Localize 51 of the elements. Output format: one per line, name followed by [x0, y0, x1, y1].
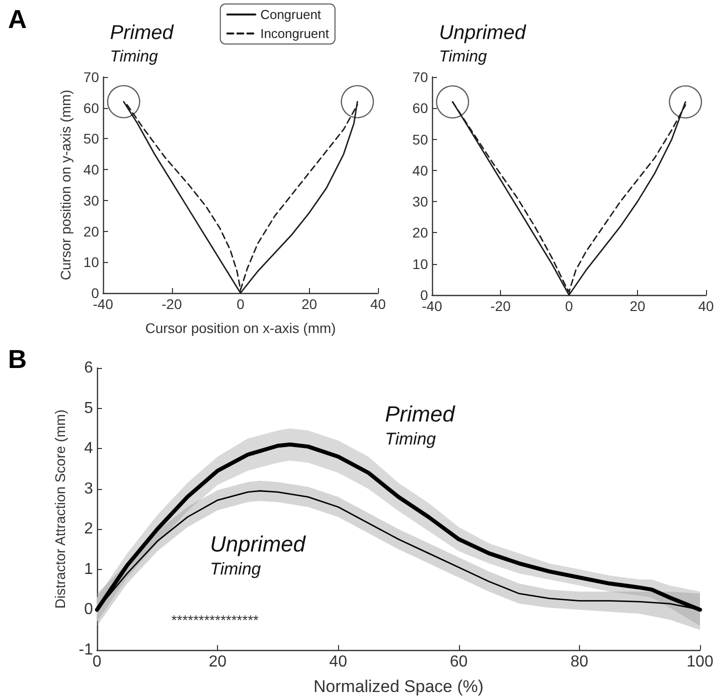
y-axis-title: Cursor position on y-axis (mm)	[58, 90, 74, 280]
x-tick-label: 0	[565, 298, 574, 314]
legend-label: Incongruent	[260, 26, 330, 41]
y-tick-label: 50	[412, 131, 428, 148]
y-tick-label: 20	[412, 224, 428, 241]
x-tick-label: 0	[236, 296, 245, 312]
x-tick-label: -20	[162, 296, 182, 312]
chart-title: Unprimed	[439, 22, 527, 44]
y-tick-label: 2	[84, 520, 94, 538]
y-tick-label: 50	[83, 130, 100, 147]
x-tick-label: 80	[570, 654, 588, 670]
y-tick-label: 4	[84, 440, 94, 458]
y-tick-label: 0	[84, 601, 94, 618]
annotation: ****************	[171, 612, 260, 628]
x-tick-label: 20	[208, 654, 227, 670]
chart-subtitle: Timing	[439, 48, 487, 66]
x-tick-label: 40	[698, 298, 714, 314]
x-tick-label: 60	[450, 654, 468, 670]
y-tick-label: 1	[84, 560, 94, 578]
x-tick-label: -20	[490, 298, 511, 314]
y-tick-label: 30	[83, 192, 100, 208]
x-tick-label: 20	[301, 296, 318, 312]
legend-label: Congruent	[260, 7, 322, 22]
x-axis-title: Normalized Space (%)	[313, 677, 484, 696]
y-tick-label: 60	[412, 100, 428, 116]
x-tick-label: 40	[329, 654, 348, 670]
y-tick-label: 30	[412, 194, 428, 210]
y-tick-label: 40	[412, 162, 428, 178]
y-tick-label: 0	[91, 285, 100, 301]
annotation: Primed Timing	[385, 402, 456, 448]
y-tick-label: 70	[412, 69, 428, 85]
annotation: Unprimed Timing	[210, 532, 306, 578]
y-tick-label: 10	[412, 256, 428, 272]
y-tick-label: 70	[83, 69, 100, 85]
y-tick-label: 3	[84, 480, 94, 498]
y-tick-label: 5	[84, 400, 94, 417]
x-axis-title: Cursor position on x-axis (mm)	[145, 320, 336, 336]
y-tick-label: 60	[83, 100, 100, 116]
y-tick-label: 20	[83, 223, 100, 240]
y-tick-label: 10	[83, 254, 100, 270]
x-tick-label: 100	[686, 654, 714, 670]
y-tick-label: 6	[84, 360, 94, 376]
text: B	[8, 344, 27, 374]
y-axis-title: Distractor Attraction Score (mm)	[52, 409, 68, 609]
x-tick-label: 40	[370, 296, 386, 312]
y-tick-label: -1	[78, 642, 94, 658]
chart-title: Primed	[110, 22, 174, 44]
y-tick-label: 40	[83, 162, 100, 178]
x-tick-label: 20	[630, 298, 646, 314]
chart-subtitle: Timing	[110, 48, 158, 66]
text: A	[8, 4, 27, 34]
